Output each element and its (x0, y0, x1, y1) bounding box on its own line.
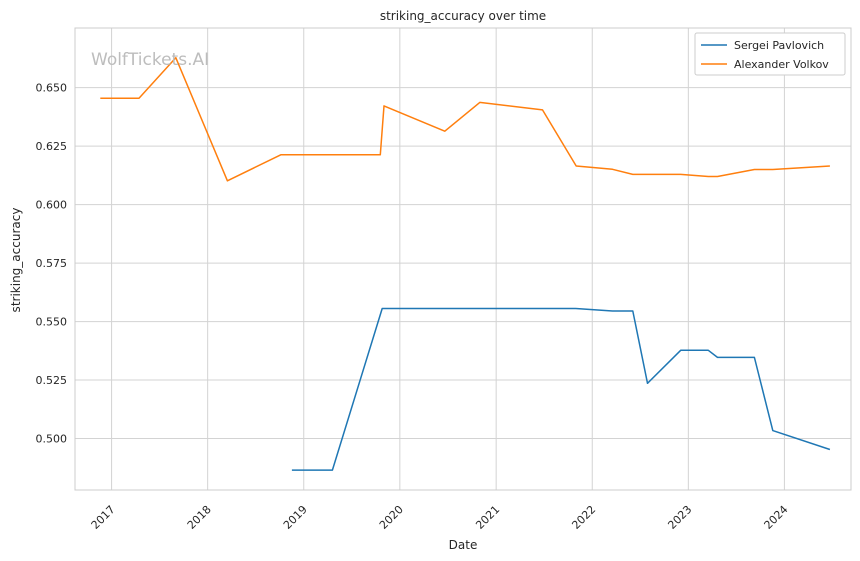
y-tick-label: 0.575 (36, 257, 68, 270)
y-tick-label: 0.550 (36, 316, 68, 329)
y-tick-label: 0.525 (36, 374, 68, 387)
plot-frame (74, 27, 852, 491)
legend-label-alexander-volkov: Alexander Volkov (734, 58, 829, 71)
grid (75, 28, 851, 490)
x-tick-label: 2017 (89, 503, 118, 532)
series-line-alexander-volkov (100, 56, 830, 182)
x-tick-label: 2024 (762, 503, 791, 532)
y-tick-label: 0.600 (36, 199, 68, 212)
x-tick-label: 2023 (665, 503, 694, 532)
x-tick-label: 2021 (473, 503, 502, 532)
x-tick-label: 2022 (569, 503, 598, 532)
legend-label-sergei-pavlovich: Sergei Pavlovich (734, 39, 824, 52)
x-tick-label: 2018 (185, 503, 214, 532)
y-axis-label: striking_accuracy (9, 208, 23, 313)
series-lines (100, 56, 831, 471)
x-axis-ticks: 2017 2018 2019 2020 2021 2022 2023 2024 (89, 503, 791, 532)
x-tick-label: 2020 (377, 503, 406, 532)
y-tick-label: 0.650 (36, 82, 68, 95)
chart-title: striking_accuracy over time (380, 9, 546, 23)
watermark: WolfTickets.AI (91, 50, 209, 70)
y-tick-label: 0.625 (36, 140, 68, 153)
y-tick-label: 0.500 (36, 433, 68, 446)
y-axis-ticks: 0.500 0.525 0.550 0.575 0.600 0.625 0.650 (36, 82, 68, 446)
x-tick-label: 2019 (281, 503, 310, 532)
legend-box (694, 32, 846, 76)
series-line-sergei-pavlovich (291, 307, 831, 471)
legend: Sergei Pavlovich Alexander Volkov (694, 32, 846, 76)
x-axis-label: Date (449, 538, 478, 552)
